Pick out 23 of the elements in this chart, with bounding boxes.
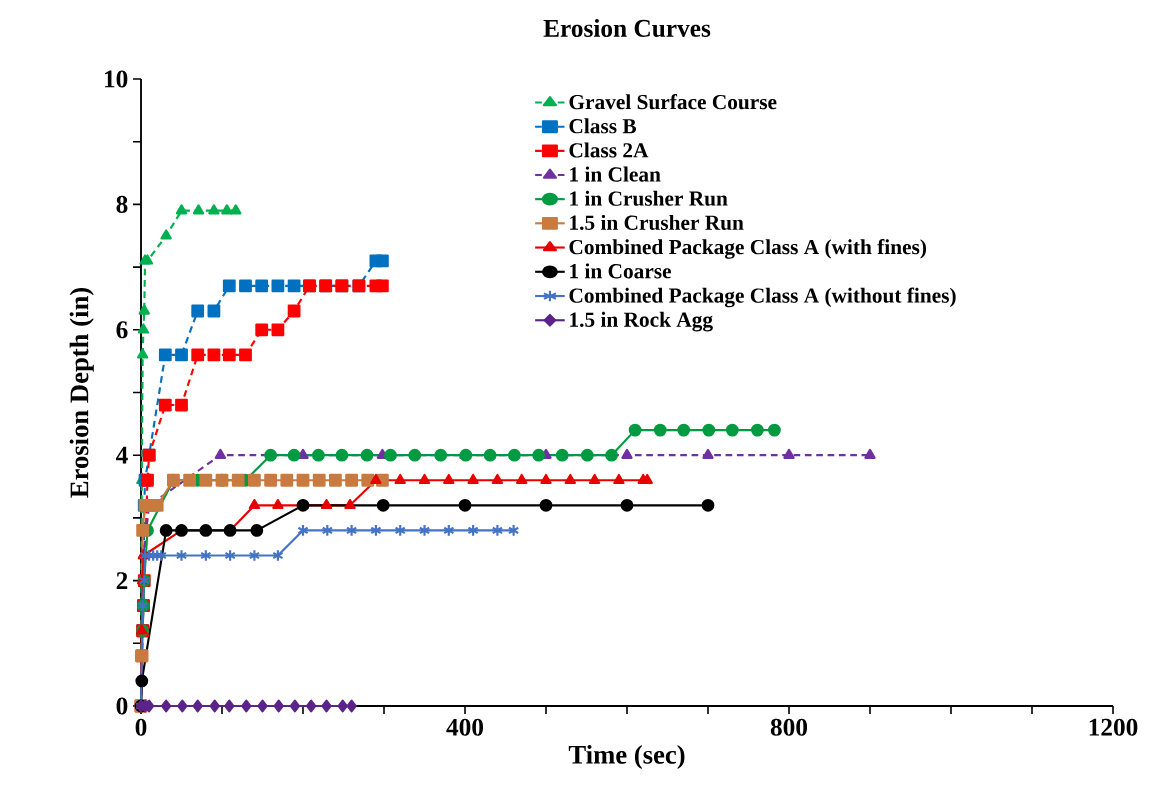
x-tick-label: 0	[135, 718, 147, 736]
legend-label: 1.5 in Crusher Run	[570, 214, 744, 230]
legend-label: 1.5 in Rock Agg	[570, 311, 713, 332]
x-tick-label: 800	[770, 718, 808, 736]
legend-label: Class B	[569, 118, 637, 134]
x-tick-label: 400	[446, 718, 484, 736]
chart-title: Erosion Curves	[543, 19, 711, 37]
y-axis-title: Erosion Depth (in)	[69, 287, 94, 498]
legend-label: Class 2A	[569, 142, 649, 158]
legend-label: 1 in Crusher Run	[570, 190, 728, 206]
x-axis-title: Time (sec)	[568, 744, 685, 770]
legend-label: 1 in Coarse	[570, 263, 671, 279]
x-tick-label: 1200	[1089, 718, 1138, 736]
legend-label: 1 in Clean	[570, 166, 661, 182]
legend-label: Combined Package Class A (without fines)	[569, 287, 956, 308]
y-tick-label: 4	[115, 446, 128, 464]
legend-label: Gravel Surface Course	[569, 94, 777, 110]
y-tick-label: 0	[116, 697, 128, 715]
y-tick-label: 8	[116, 195, 128, 213]
y-tick-label: 10	[104, 70, 128, 88]
y-tick-label: 2	[116, 572, 128, 589]
legend-label: Combined Package Class A (with fines)	[569, 239, 927, 259]
y-tick-label: 6	[116, 321, 128, 339]
